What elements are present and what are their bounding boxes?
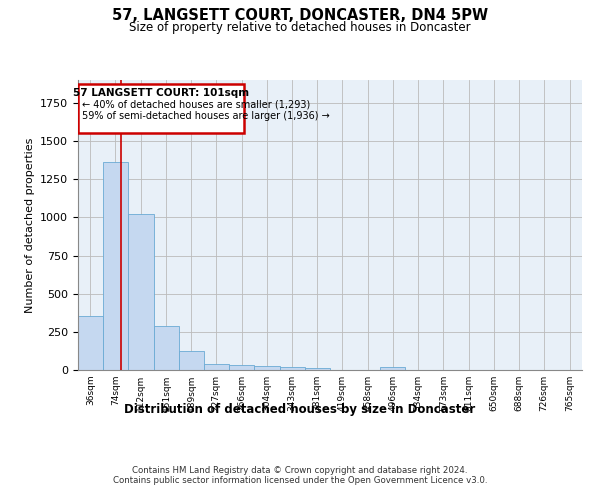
Bar (280, 367, 305, 370)
Bar (78, 316, 103, 370)
Bar (103, 162, 128, 370)
Bar (78, 84, 244, 132)
Bar (305, 368, 329, 370)
Text: 59% of semi-detached houses are larger (1,936) →: 59% of semi-detached houses are larger (… (82, 110, 329, 120)
Text: Distribution of detached houses by size in Doncaster: Distribution of detached houses by size … (124, 402, 476, 415)
Text: 57, LANGSETT COURT, DONCASTER, DN4 5PW: 57, LANGSETT COURT, DONCASTER, DN4 5PW (112, 8, 488, 22)
Text: Contains public sector information licensed under the Open Government Licence v3: Contains public sector information licen… (113, 476, 487, 485)
Bar (128, 214, 154, 370)
Bar (154, 326, 179, 370)
Bar (179, 351, 203, 370)
Bar (229, 364, 254, 370)
Bar (380, 367, 405, 370)
Text: 57 LANGSETT COURT: 101sqm: 57 LANGSETT COURT: 101sqm (73, 88, 249, 99)
Text: ← 40% of detached houses are smaller (1,293): ← 40% of detached houses are smaller (1,… (82, 99, 310, 109)
Bar (254, 366, 280, 370)
Y-axis label: Number of detached properties: Number of detached properties (25, 138, 35, 312)
Bar (203, 364, 229, 370)
Text: Size of property relative to detached houses in Doncaster: Size of property relative to detached ho… (129, 22, 471, 35)
Text: Contains HM Land Registry data © Crown copyright and database right 2024.: Contains HM Land Registry data © Crown c… (132, 466, 468, 475)
